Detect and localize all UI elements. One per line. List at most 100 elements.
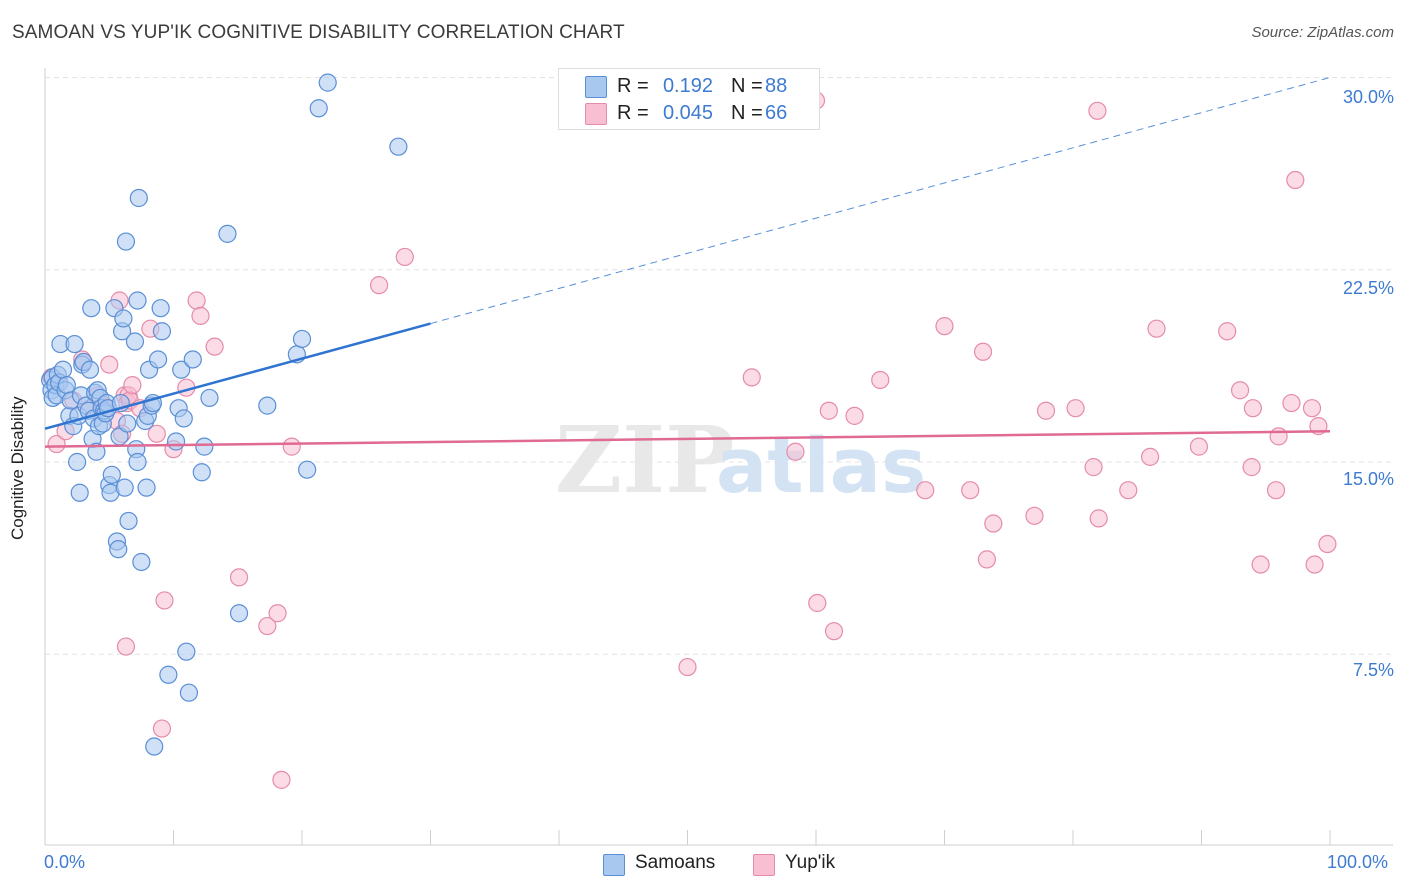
yupik-point-39 (808, 593, 827, 613)
samoans-point-69 (159, 665, 178, 684)
yupik-point-65 (1266, 481, 1286, 500)
samoans-point-11 (57, 376, 76, 395)
samoans-point-25 (82, 299, 101, 318)
yupik-point-8 (100, 355, 119, 374)
samoans-point-60 (137, 478, 156, 497)
samoans-point-57 (129, 188, 148, 208)
samoans-trend-line (44, 322, 431, 430)
samoans-point-76 (183, 350, 202, 369)
y-tick-label-30: 30.0% (1342, 87, 1394, 107)
yupik-point-68 (1286, 170, 1305, 190)
samoans-point-58 (132, 552, 151, 572)
yupik-point-25 (187, 291, 206, 310)
y-axis-label: Cognitive Disability (8, 396, 27, 540)
samoans-point-50 (118, 414, 137, 433)
samoans-point-85 (298, 460, 317, 479)
yupik-point-44 (916, 481, 935, 500)
legend-n-label: N = (731, 75, 763, 97)
samoans-point-70 (166, 432, 186, 451)
yupik-point-28 (229, 568, 249, 587)
yupik-point-20 (147, 424, 166, 443)
samoans-point-72 (172, 360, 191, 379)
yupik-point-41 (824, 622, 844, 641)
yupik-point-57 (1140, 447, 1160, 466)
samoans-point-48 (114, 309, 133, 328)
watermark: ZIP atlas (555, 406, 926, 514)
yupik-point-22 (155, 591, 174, 610)
y-tick-label-22-5: 22.5% (1342, 278, 1394, 298)
yupik-point-40 (819, 401, 838, 420)
yupik-point-58 (1147, 319, 1166, 338)
yupik-point-61 (1230, 381, 1250, 400)
legend-n-value: 88 (765, 75, 788, 97)
chart-title: SAMOAN VS YUP'IK COGNITIVE DISABILITY CO… (12, 22, 625, 43)
samoans-point-29 (87, 442, 106, 461)
trend-lines (44, 77, 1331, 448)
legend-r-label: R = (617, 75, 649, 97)
yupik-point-54 (1088, 101, 1107, 120)
yupik-point-48 (977, 550, 997, 569)
samoans-point-80 (218, 224, 237, 243)
yupik-point-50 (1025, 506, 1044, 525)
yupik-point-70 (1305, 555, 1324, 574)
samoans-point-84 (292, 329, 312, 349)
bottom-legend-label: Samoans (635, 852, 716, 873)
legend-swatch-pink (585, 103, 607, 125)
samoans-point-49 (115, 478, 134, 497)
samoans-point-78 (195, 437, 214, 456)
samoans-point-65 (145, 737, 164, 756)
yupik-point-1 (47, 434, 66, 454)
yupik-point-51 (1036, 401, 1056, 420)
yupik-point-27 (205, 337, 224, 356)
yupik-point-56 (1119, 481, 1138, 500)
yupik-point-66 (1269, 427, 1288, 446)
yupik-point-42 (845, 406, 864, 425)
yupik-point-21 (152, 719, 172, 738)
bottom-legend-swatch-blue (603, 854, 625, 876)
legend-r-value: 0.045 (662, 102, 713, 124)
legend-r-label: R = (617, 102, 649, 124)
yupik-point-69 (1302, 399, 1322, 418)
samoans-point-88 (389, 137, 408, 156)
samoans-point-68 (152, 322, 172, 341)
samoans-point-18 (70, 483, 89, 502)
watermark-zip: ZIP (555, 406, 734, 514)
samoans-point-44 (109, 540, 128, 559)
series-samoans-points (41, 73, 408, 756)
yupik-point-72 (1318, 534, 1337, 554)
yupik-point-37 (786, 442, 805, 461)
bottom-legend-label: Yup'ik (785, 852, 836, 873)
samoans-point-55 (128, 452, 147, 472)
yupik-point-67 (1282, 393, 1301, 413)
yupik-point-31 (272, 770, 291, 789)
legend-n-value: 66 (765, 102, 788, 124)
yupik-point-59 (1189, 437, 1209, 456)
yupik-point-17 (123, 376, 142, 395)
yupik-point-32 (282, 437, 301, 456)
yupik-point-49 (984, 514, 1003, 533)
yupik-point-29 (258, 616, 277, 636)
yupik-point-34 (395, 247, 414, 267)
samoans-point-86 (309, 99, 328, 118)
samoans-point-67 (151, 299, 170, 318)
legend-n-label: N = (731, 102, 763, 124)
samoans-point-82 (258, 396, 277, 415)
yupik-point-53 (1084, 458, 1103, 477)
yupik-point-35 (678, 657, 697, 677)
source-label: Source: ZipAtlas.com (1251, 24, 1394, 41)
samoans-point-81 (229, 604, 249, 623)
samoans-point-77 (192, 463, 211, 482)
legend: R = 0.192 N = 88 R = 0.045 N = 66 (558, 68, 820, 130)
yupik-point-45 (935, 317, 954, 336)
samoans-point-51 (119, 511, 138, 531)
axes (44, 68, 1393, 846)
yupik-point-30 (268, 604, 287, 623)
samoans-point-52 (116, 232, 136, 251)
samoans-point-24 (80, 360, 100, 379)
x-tick-label-max: 100.0% (1327, 852, 1389, 872)
samoans-point-87 (318, 73, 337, 92)
yupik-point-64 (1251, 555, 1270, 574)
samoans-point-74 (177, 642, 196, 661)
yupik-trend-line (44, 429, 1331, 448)
